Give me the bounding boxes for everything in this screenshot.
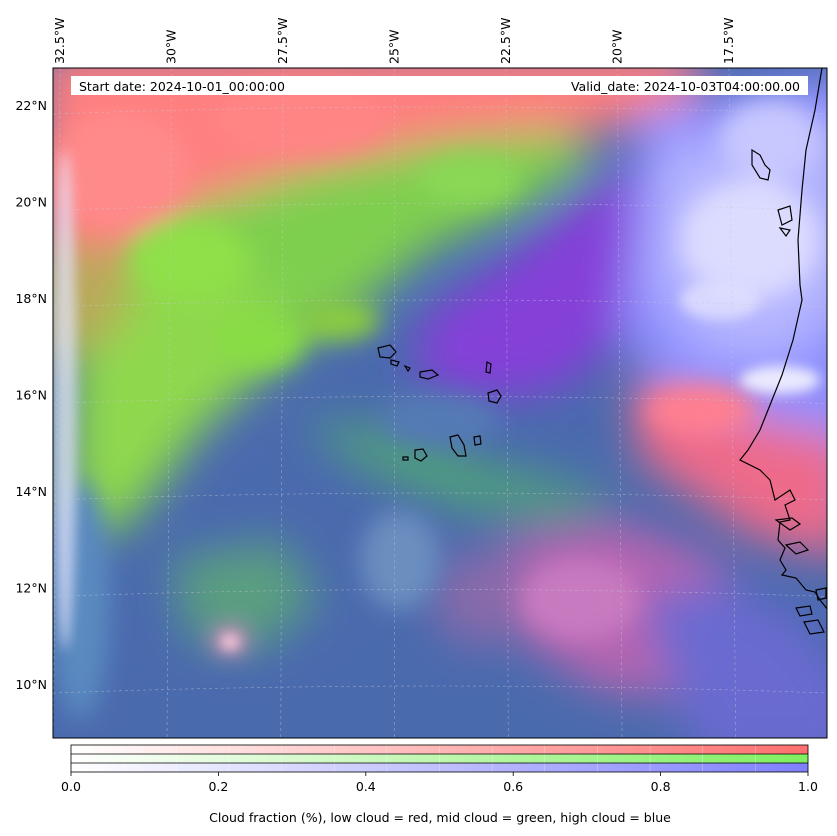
island-sal bbox=[485, 361, 492, 374]
meridian-line bbox=[166, 68, 172, 738]
meridian-line bbox=[505, 68, 509, 738]
colorbar-step-lines bbox=[123, 745, 756, 772]
island-maio bbox=[473, 435, 482, 446]
parallel-line bbox=[53, 396, 827, 404]
parallel-line bbox=[53, 299, 827, 308]
info-banner bbox=[71, 76, 808, 95]
island-santo-antao bbox=[377, 344, 397, 359]
latitude-label: 14°N bbox=[15, 484, 47, 499]
coast-inlet-c bbox=[774, 517, 802, 531]
longitude-label: 25°W bbox=[387, 29, 402, 64]
colorbar-caption: Cloud fraction (%), low cloud = red, mid… bbox=[209, 810, 671, 825]
longitude-label: 30°W bbox=[164, 29, 179, 64]
colorbar-ticks: 0.0 0.2 0.4 0.6 0.8 1.0 bbox=[61, 772, 818, 794]
parallel-line bbox=[53, 203, 827, 211]
coast-inlet-a bbox=[777, 205, 793, 226]
coast-inlet-b bbox=[778, 227, 791, 238]
island-fogo bbox=[414, 448, 428, 462]
start-date-label: Start date: 2024-10-01_00:00:00 bbox=[79, 79, 285, 94]
longitude-label: 27.5°W bbox=[275, 18, 290, 64]
colorbar-tick-label: 0.2 bbox=[208, 779, 228, 794]
coastline bbox=[377, 68, 827, 635]
island-brava bbox=[402, 456, 409, 461]
longitude-label: 32.5°W bbox=[52, 18, 67, 64]
coast-inlet-g bbox=[815, 587, 827, 601]
coast-inlet-f bbox=[803, 619, 825, 635]
parallel-line bbox=[53, 685, 827, 694]
cloud-field bbox=[53, 68, 827, 738]
meridian-line bbox=[617, 68, 623, 738]
longitude-label: 20°W bbox=[610, 29, 625, 64]
latitude-labels: 22°N 20°N 18°N 16°N 14°N 12°N 10°N bbox=[15, 98, 47, 692]
island-sao-vicente bbox=[390, 359, 400, 367]
colorbar-tick-label: 0.4 bbox=[356, 779, 376, 794]
map-frame bbox=[52, 67, 828, 739]
latitude-label: 16°N bbox=[15, 388, 47, 403]
parallel-line bbox=[53, 589, 827, 597]
western-sahara-islands bbox=[751, 148, 771, 181]
colorbar-tick-label: 0.0 bbox=[61, 779, 81, 794]
cloud-blobs-medium bbox=[53, 85, 820, 720]
island-sao-nicolau bbox=[419, 369, 440, 380]
latitude-label: 20°N bbox=[15, 195, 47, 210]
meridian-line bbox=[728, 68, 737, 738]
longitude-label: 22.5°W bbox=[498, 18, 513, 64]
coast-inlet-d bbox=[784, 541, 810, 555]
colorbar-frame bbox=[70, 744, 809, 773]
meridian-line bbox=[280, 68, 284, 738]
longitude-labels: 32.5°W 30°W 27.5°W 25°W 22.5°W 20°W 17.5°W bbox=[52, 18, 736, 64]
longitude-label: 17.5°W bbox=[721, 18, 736, 64]
africa-coastline bbox=[739, 68, 827, 610]
latitude-label: 10°N bbox=[15, 677, 47, 692]
parallel-line bbox=[53, 492, 827, 501]
latitude-label: 18°N bbox=[15, 291, 47, 306]
island-boa-vista bbox=[487, 389, 502, 404]
valid-date-label: Valid_date: 2024-10-03T04:00:00.00 bbox=[571, 79, 800, 94]
colorbar-tick-label: 1.0 bbox=[798, 779, 818, 794]
coast-inlet-e bbox=[795, 605, 813, 617]
latitude-label: 22°N bbox=[15, 98, 47, 113]
graticule-lines bbox=[53, 68, 827, 738]
latitude-label: 12°N bbox=[15, 581, 47, 596]
colorbar: 0.0 0.2 0.4 0.6 0.8 1.0 bbox=[61, 744, 818, 794]
island-santiago bbox=[449, 434, 467, 457]
island-santa-luzia bbox=[403, 364, 411, 373]
parallel-line bbox=[53, 106, 827, 115]
meridian-line bbox=[53, 68, 61, 738]
colorbar-tick-label: 0.6 bbox=[503, 779, 523, 794]
colorbar-tick-label: 0.8 bbox=[651, 779, 671, 794]
